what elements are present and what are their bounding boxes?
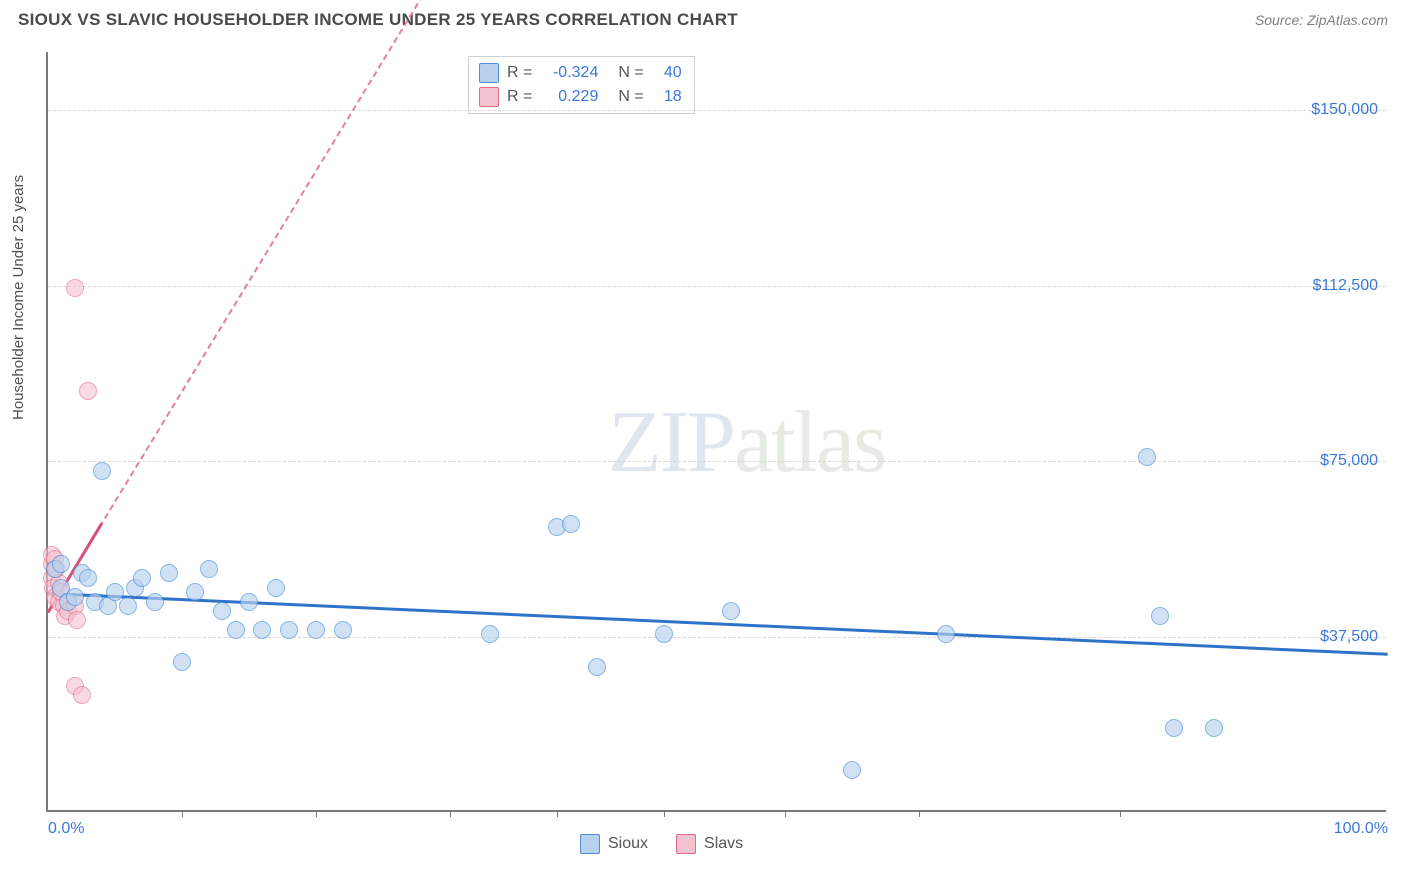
legend-n-value: 18 [652,88,682,106]
scatter-point-sioux [66,588,84,606]
watermark-zip: ZIP [608,394,734,491]
legend-n-label: N = [618,64,643,82]
plot-area: ZIPatlas R = -0.324 N = 40 R = 0.229 N = 18 $37… [46,52,1386,812]
scatter-point-sioux [52,555,70,573]
scatter-point-sioux [843,761,861,779]
y-tick-label: $112,500 [1312,277,1378,295]
legend-swatch [479,63,499,83]
scatter-point-sioux [240,593,258,611]
scatter-point-slavs [66,279,84,297]
x-tick [316,810,317,817]
x-tick [919,810,920,817]
gridline-h [48,286,1386,287]
legend-swatch [479,87,499,107]
chart-header: SIOUX VS SLAVIC HOUSEHOLDER INCOME UNDER… [0,0,1406,36]
legend-correlation: R = -0.324 N = 40 R = 0.229 N = 18 [468,56,695,114]
y-tick-label: $75,000 [1320,452,1378,470]
x-tick [182,810,183,817]
legend-swatch [676,834,696,854]
legend-r-value: 0.229 [540,88,598,106]
legend-swatch [580,834,600,854]
legend-row: R = 0.229 N = 18 [479,85,682,109]
scatter-point-sioux [119,597,137,615]
y-axis-label: Householder Income Under 25 years [10,175,27,420]
scatter-point-sioux [307,621,325,639]
scatter-point-slavs [79,382,97,400]
scatter-point-sioux [1165,719,1183,737]
x-tick-label: 100.0% [1334,820,1388,838]
legend-r-value: -0.324 [540,64,598,82]
scatter-point-sioux [146,593,164,611]
scatter-point-sioux [588,658,606,676]
scatter-point-sioux [160,564,178,582]
watermark-atlas: atlas [734,394,885,491]
x-tick [557,810,558,817]
legend-n-label: N = [618,88,643,106]
x-tick [450,810,451,817]
gridline-h [48,461,1386,462]
scatter-point-sioux [1151,607,1169,625]
scatter-point-sioux [93,462,111,480]
gridline-h [48,637,1386,638]
scatter-point-sioux [106,583,124,601]
scatter-point-slavs [68,611,86,629]
trend-line [47,0,424,612]
scatter-point-sioux [562,515,580,533]
scatter-point-sioux [655,625,673,643]
x-tick [664,810,665,817]
x-tick-label: 0.0% [48,820,84,838]
scatter-point-sioux [253,621,271,639]
x-tick [785,810,786,817]
legend-r-label: R = [507,64,532,82]
scatter-point-sioux [722,602,740,620]
y-tick-label: $37,500 [1320,628,1378,646]
legend-n-value: 40 [652,64,682,82]
scatter-point-sioux [481,625,499,643]
gridline-h [48,110,1386,111]
x-tick [1120,810,1121,817]
scatter-point-sioux [1205,719,1223,737]
scatter-point-sioux [334,621,352,639]
scatter-point-sioux [937,625,955,643]
scatter-point-sioux [1138,448,1156,466]
plot-wrapper: ZIPatlas R = -0.324 N = 40 R = 0.229 N = 18 $37… [46,52,1386,812]
legend-item: Sioux [580,834,648,854]
scatter-point-sioux [227,621,245,639]
legend-r-label: R = [507,88,532,106]
scatter-point-sioux [133,569,151,587]
scatter-point-sioux [280,621,298,639]
chart-source: Source: ZipAtlas.com [1255,12,1388,28]
scatter-point-sioux [173,653,191,671]
watermark: ZIPatlas [608,392,885,493]
scatter-point-sioux [79,569,97,587]
chart-title: SIOUX VS SLAVIC HOUSEHOLDER INCOME UNDER… [18,10,738,30]
legend-row: R = -0.324 N = 40 [479,61,682,85]
legend-label: Slavs [704,835,743,853]
legend-item: Slavs [676,834,743,854]
scatter-point-sioux [267,579,285,597]
scatter-point-slavs [73,686,91,704]
legend-series: Sioux Slavs [580,834,743,854]
scatter-point-sioux [200,560,218,578]
scatter-point-sioux [213,602,231,620]
legend-label: Sioux [608,835,648,853]
y-tick-label: $150,000 [1311,101,1378,119]
scatter-point-sioux [186,583,204,601]
